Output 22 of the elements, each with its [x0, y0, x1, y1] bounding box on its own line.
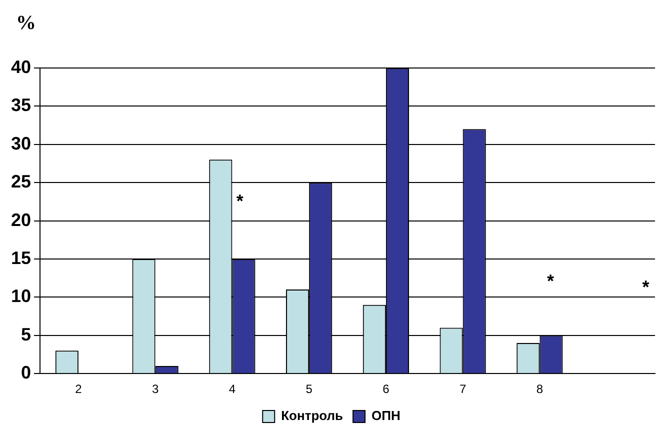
y-tick-label: 25	[10, 172, 32, 192]
y-tick-label: 0	[21, 362, 32, 383]
y-tick-label: 5	[21, 324, 32, 344]
x-tick-label: 8	[536, 382, 544, 396]
x-tick-label: 2	[75, 382, 82, 396]
x-tick-label: 5	[306, 382, 313, 396]
x-tick-label: 4	[228, 382, 236, 396]
x-tick-label: 7	[459, 382, 466, 396]
annotation: *	[642, 277, 650, 297]
y-tick-label: 30	[10, 133, 32, 154]
y-axis-title: %	[16, 12, 36, 34]
annotation: *	[546, 270, 554, 291]
y-tick-label: 10	[10, 286, 32, 306]
y-tick-label: 40	[10, 56, 32, 77]
x-tick-label: 6	[382, 382, 390, 396]
x-tick-label: 3	[152, 382, 159, 396]
legend-label: ОПН	[372, 408, 400, 424]
y-tick-label: 15	[10, 248, 32, 268]
y-tick-label: 35	[10, 95, 32, 116]
y-tick-label: 20	[10, 210, 32, 230]
annotation: *	[236, 190, 244, 211]
legend-label: Контроль	[281, 408, 344, 424]
